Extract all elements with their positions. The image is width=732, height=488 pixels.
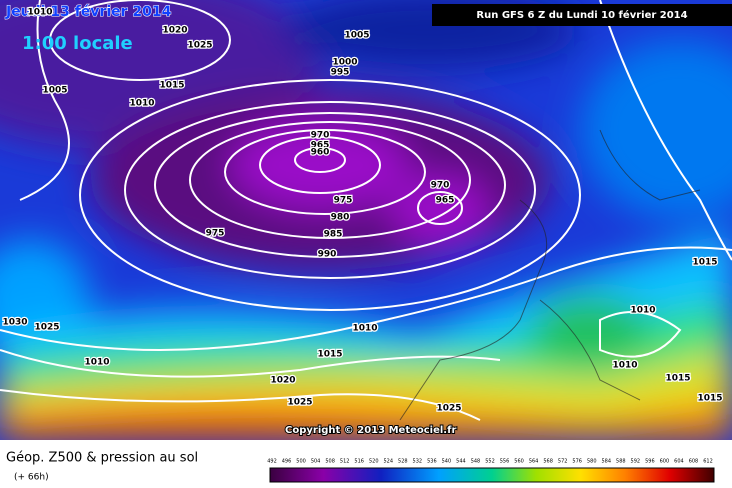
scale-label: 496: [282, 459, 292, 465]
colorbar: [269, 467, 715, 483]
isobar-label: 980: [331, 213, 350, 223]
isobar-label: 970: [311, 131, 330, 141]
scale-label: 608: [689, 459, 699, 465]
map-field: [0, 0, 732, 440]
copyright: Copyright © 2013 Meteociel.fr: [285, 425, 456, 436]
scale-label: 588: [616, 459, 626, 465]
isobar-label: 1015: [665, 374, 690, 384]
isobar-label: 975: [206, 229, 225, 239]
isobar-label: 1025: [436, 404, 461, 414]
isobar-label: 1015: [692, 258, 717, 268]
scale-label: 520: [369, 459, 379, 465]
scale-label: 504: [311, 459, 321, 465]
isobar-label: 960: [311, 148, 330, 158]
scale-label: 596: [645, 459, 655, 465]
isobar-label: 1010: [630, 306, 655, 316]
scale-label: 500: [296, 459, 306, 465]
isobar-label: 1010: [27, 8, 52, 18]
scale-label: 592: [631, 459, 641, 465]
isobar-label: 1025: [187, 41, 212, 51]
isobar-label: 1025: [287, 398, 312, 408]
legend-lead: (+ 66h): [14, 473, 49, 483]
isobar-label: 965: [436, 196, 455, 206]
isobar-label: 1015: [159, 81, 184, 91]
isobar-label: 1010: [129, 99, 154, 109]
isobar-label: 1030: [2, 318, 27, 328]
isobar-label: 1000: [332, 58, 357, 68]
isobar-label: 1005: [42, 86, 67, 96]
scale-label: 524: [383, 459, 393, 465]
scale-label: 564: [529, 459, 539, 465]
scale-label: 580: [587, 459, 597, 465]
time-text: 1:00 locale: [22, 33, 133, 54]
scale-label: 568: [543, 459, 553, 465]
scale-label: 536: [427, 459, 437, 465]
scale-label: 528: [398, 459, 408, 465]
scale-label: 512: [340, 459, 350, 465]
scale-label: 532: [413, 459, 423, 465]
legend-title: Géop. Z500 & pression au sol: [6, 451, 198, 466]
isobar-label: 975: [334, 196, 353, 206]
isobar-label: 1010: [612, 361, 637, 371]
isobar-label: 1025: [34, 323, 59, 333]
scale-label: 556: [500, 459, 510, 465]
scale-label: 552: [485, 459, 495, 465]
scale-label: 600: [660, 459, 670, 465]
scale-label: 612: [703, 459, 713, 465]
run-banner: [432, 4, 732, 26]
scale-label: 560: [514, 459, 524, 465]
scale-label: 492: [267, 459, 277, 465]
isobar-label: 1015: [317, 350, 342, 360]
scale-label: 540: [442, 459, 452, 465]
isobar-label: 965: [311, 141, 330, 151]
isobar-label: 1005: [344, 31, 369, 41]
scale-label: 548: [471, 459, 481, 465]
isobar-label: 985: [324, 230, 343, 240]
date-text: Jeudi 13 février 2014: [5, 4, 172, 20]
isobar-label: 1020: [270, 376, 295, 386]
isobar-label: 1020: [162, 26, 187, 36]
isobar-label: 1010: [352, 324, 377, 334]
run-text: Run GFS 6 Z du Lundi 10 février 2014: [476, 9, 687, 21]
isobar-label: 1010: [84, 358, 109, 368]
scale-label: 544: [456, 459, 466, 465]
isobar-label: 970: [431, 181, 450, 191]
isobar-label: 990: [318, 250, 337, 260]
isobar-label: 1015: [697, 394, 722, 404]
scale-label: 604: [674, 459, 684, 465]
isobar-label: 995: [331, 68, 350, 78]
scale-label: 584: [601, 459, 611, 465]
scale-label: 516: [354, 459, 364, 465]
scale-label: 508: [325, 459, 335, 465]
scale-label: 572: [558, 459, 568, 465]
scale-label: 576: [572, 459, 582, 465]
